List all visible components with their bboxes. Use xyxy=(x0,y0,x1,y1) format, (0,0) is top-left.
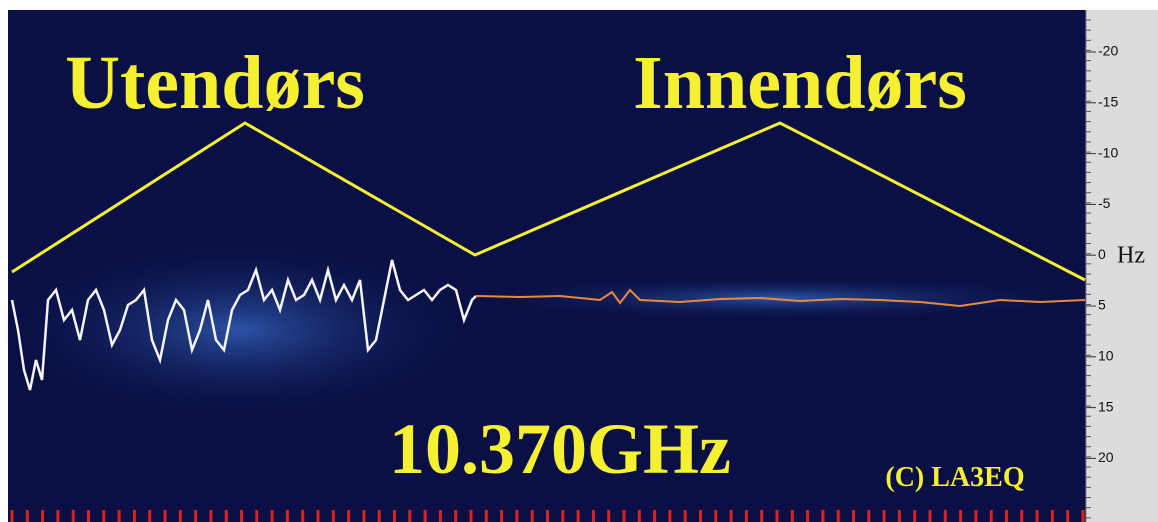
tick-label: -10 xyxy=(1098,144,1118,160)
tick-label: 10 xyxy=(1098,348,1114,364)
tick-label: 15 xyxy=(1098,398,1114,414)
axis-unit: Hz xyxy=(1117,243,1145,269)
annotation-right: Innendørs xyxy=(633,41,967,125)
tick-label: 20 xyxy=(1098,449,1114,465)
page: Utendørs Innendørs 10.370GHz (C) LA3EQ H… xyxy=(0,0,1158,522)
tick-label: -15 xyxy=(1098,94,1118,110)
tick-label: -5 xyxy=(1098,195,1111,211)
tick-label: 5 xyxy=(1098,297,1106,313)
noise-glow xyxy=(470,276,1090,320)
copyright: (C) LA3EQ xyxy=(885,462,1024,493)
spectrogram: Utendørs Innendørs 10.370GHz (C) LA3EQ H… xyxy=(0,0,1158,522)
tick-label: 0 xyxy=(1098,246,1106,262)
annotation-left: Utendørs xyxy=(65,41,365,125)
noise-glow xyxy=(0,240,480,420)
frequency-label: 10.370GHz xyxy=(389,409,731,489)
tick-label: -20 xyxy=(1098,43,1118,59)
